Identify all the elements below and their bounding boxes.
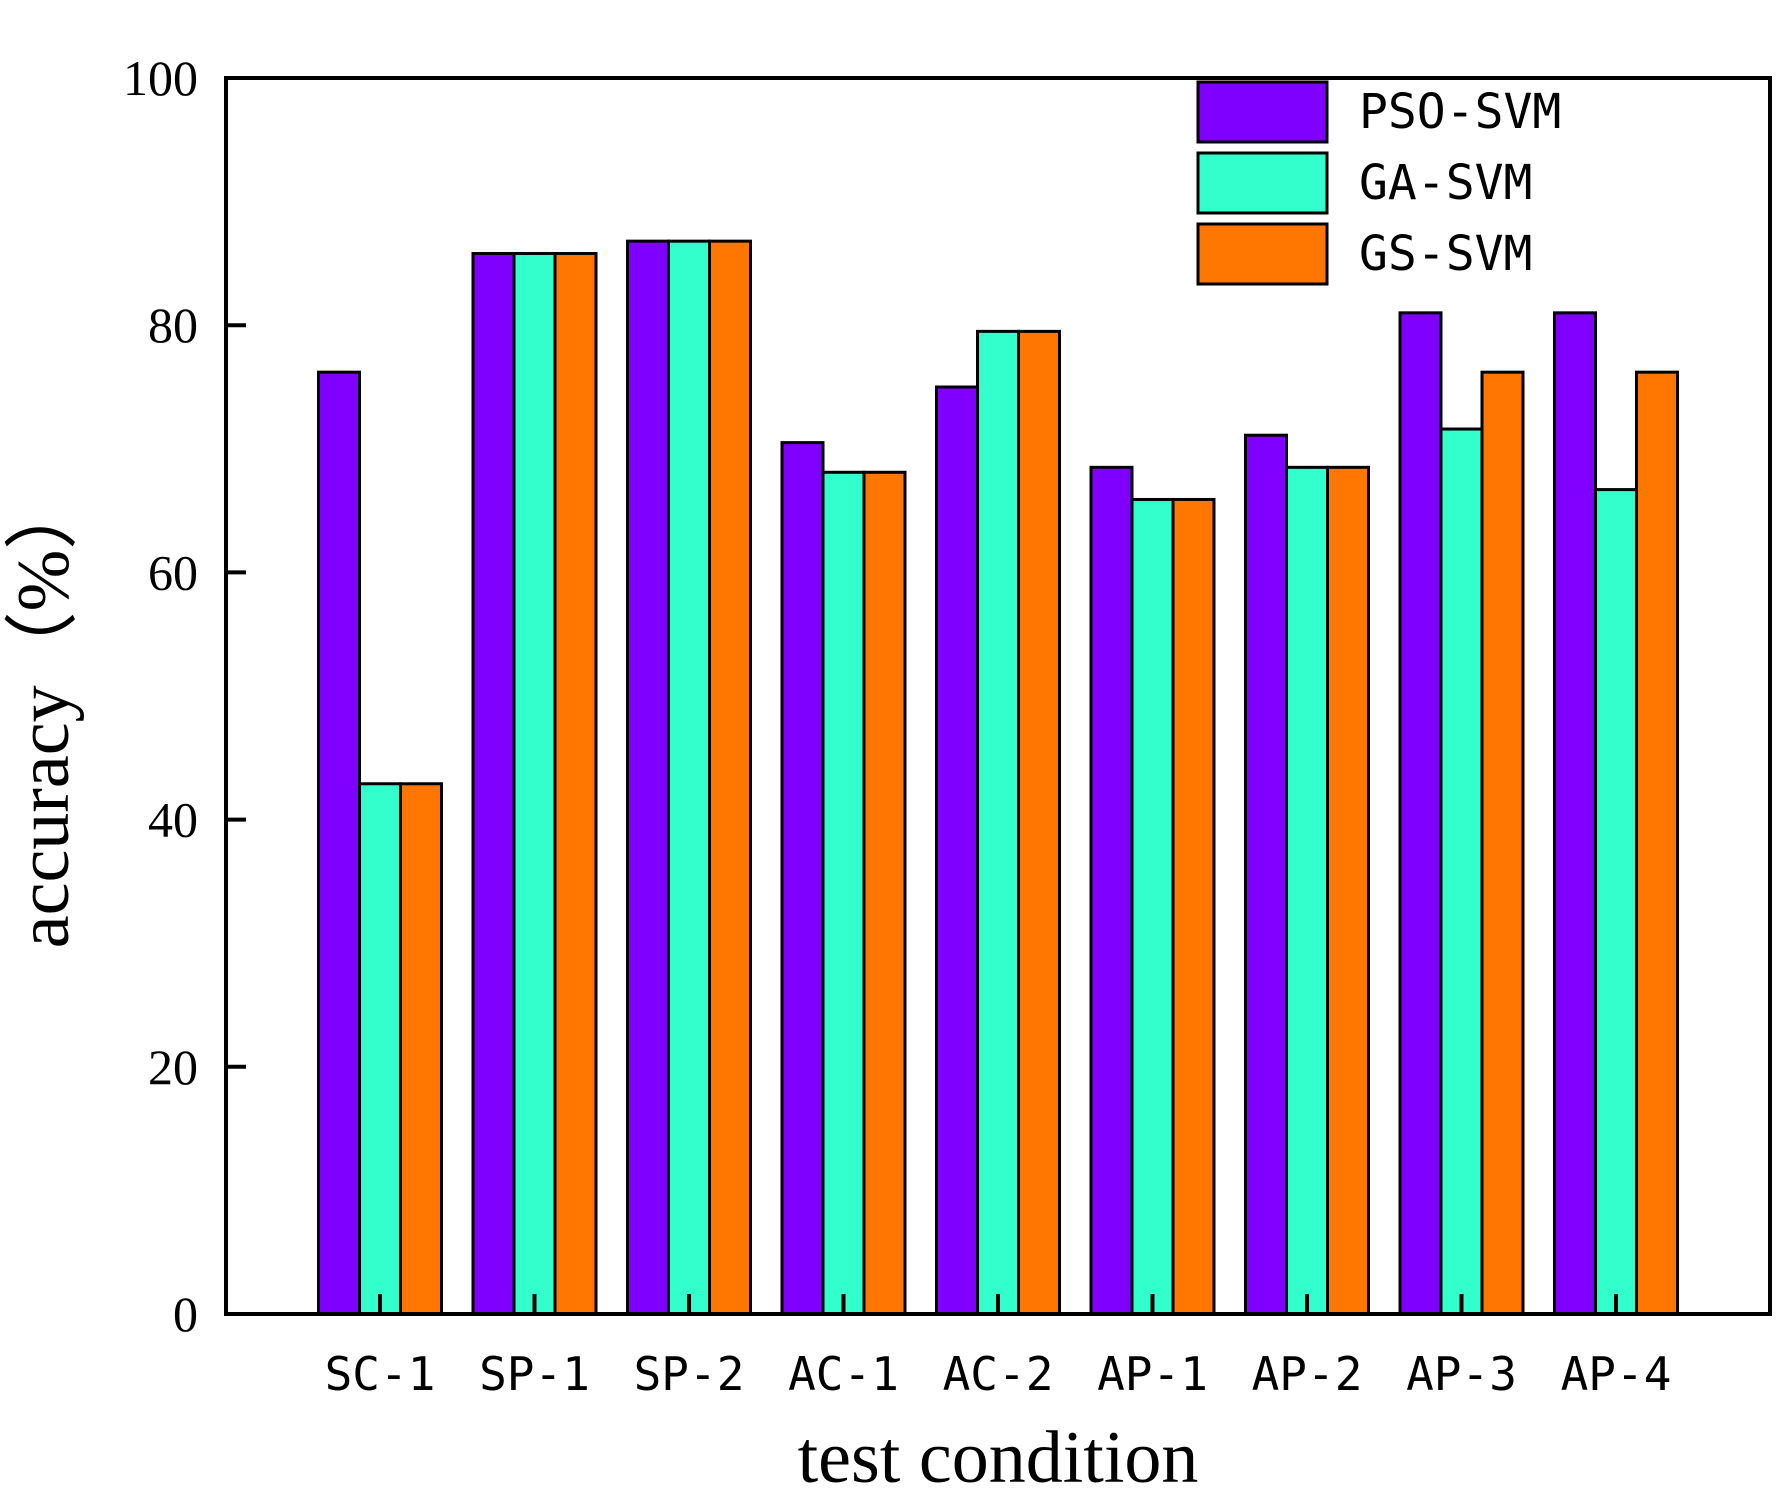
y-tick-label-80: 80 bbox=[148, 297, 198, 353]
bar-gs-svm-sp-1 bbox=[553, 252, 598, 1316]
x-tick-labels: SC-1 SP-1 SP-2 AC-1 AC-2 AP-1 AP-2 AP-3 AP-4 bbox=[325, 1347, 1672, 1401]
y-axis-title: accuracy（%） bbox=[3, 476, 85, 949]
x-tick-label-ac-1: AC-1 bbox=[788, 1347, 899, 1401]
y-tick-label-60: 60 bbox=[148, 544, 198, 600]
legend-label-gs-svm: GS-SVM bbox=[1359, 226, 1532, 282]
y-tick-labels: 0 20 40 60 80 100 bbox=[123, 50, 198, 1342]
bar-gs-svm-sp-2 bbox=[708, 239, 752, 1316]
legend: PSO-SVM GA-SVM GS-SVM bbox=[1196, 80, 1561, 286]
legend-swatch-ga-svm bbox=[1196, 151, 1329, 215]
x-tick-label-sc-1: SC-1 bbox=[325, 1347, 436, 1401]
bar-gs-svm-sc-1 bbox=[399, 782, 443, 1316]
y-tick-label-40: 40 bbox=[148, 792, 198, 848]
bar-pso-svm-ap-1 bbox=[1089, 465, 1134, 1316]
x-tick-label-ap-2: AP-2 bbox=[1252, 1347, 1363, 1401]
bar-pso-svm-ap-3 bbox=[1398, 311, 1443, 1316]
legend-swatch-pso-svm bbox=[1196, 80, 1329, 144]
bar-ga-svm-sp-1 bbox=[512, 252, 557, 1316]
legend-label-pso-svm: PSO-SVM bbox=[1359, 84, 1561, 140]
bar-gs-svm-ap-1 bbox=[1171, 497, 1216, 1316]
bar-pso-svm-ap-4 bbox=[1553, 311, 1597, 1316]
x-tick-label-ap-3: AP-3 bbox=[1406, 1347, 1517, 1401]
x-tick-label-ac-2: AC-2 bbox=[943, 1347, 1054, 1401]
bar-ga-svm-ap-2 bbox=[1285, 465, 1329, 1316]
bar-ga-svm-ap-4 bbox=[1594, 488, 1638, 1316]
bar-pso-svm-sp-1 bbox=[471, 252, 516, 1316]
bar-ga-svm-sc-1 bbox=[358, 782, 402, 1316]
x-tick-label-sp-1: SP-1 bbox=[479, 1347, 590, 1401]
legend-swatch-gs-svm bbox=[1196, 222, 1329, 286]
x-tick-label-ap-4: AP-4 bbox=[1561, 1347, 1672, 1401]
bar-gs-svm-ap-2 bbox=[1326, 465, 1370, 1316]
x-tick-label-sp-2: SP-2 bbox=[634, 1347, 745, 1401]
legend-label-ga-svm: GA-SVM bbox=[1359, 155, 1532, 211]
axis-ticks-group bbox=[226, 76, 1618, 1316]
x-axis-title: test condition bbox=[798, 1417, 1199, 1499]
y-tick-label-100: 100 bbox=[123, 50, 198, 106]
bar-pso-svm-ac-1 bbox=[780, 441, 825, 1316]
bar-ga-svm-ac-1 bbox=[821, 470, 866, 1316]
y-tick-label-20: 20 bbox=[148, 1039, 198, 1095]
bar-gs-svm-ac-1 bbox=[862, 470, 907, 1316]
y-tick-label-0: 0 bbox=[173, 1286, 198, 1342]
x-tick-label-ap-1: AP-1 bbox=[1097, 1347, 1208, 1401]
bar-pso-svm-ap-2 bbox=[1244, 433, 1288, 1316]
bar-gs-svm-ap-3 bbox=[1480, 370, 1525, 1316]
plot-area-frame bbox=[224, 76, 1772, 1316]
bar-pso-svm-ac-2 bbox=[935, 385, 979, 1316]
bar-ga-svm-sp-2 bbox=[667, 239, 711, 1316]
bar-ga-svm-ap-3 bbox=[1439, 427, 1484, 1316]
bar-ga-svm-ap-1 bbox=[1130, 497, 1175, 1316]
bar-pso-svm-sp-2 bbox=[626, 239, 670, 1316]
bars-group bbox=[317, 239, 1679, 1316]
bar-gs-svm-ap-4 bbox=[1635, 370, 1679, 1316]
bar-gs-svm-ac-2 bbox=[1017, 329, 1061, 1316]
bar-pso-svm-sc-1 bbox=[317, 370, 361, 1316]
bar-ga-svm-ac-2 bbox=[976, 329, 1020, 1316]
